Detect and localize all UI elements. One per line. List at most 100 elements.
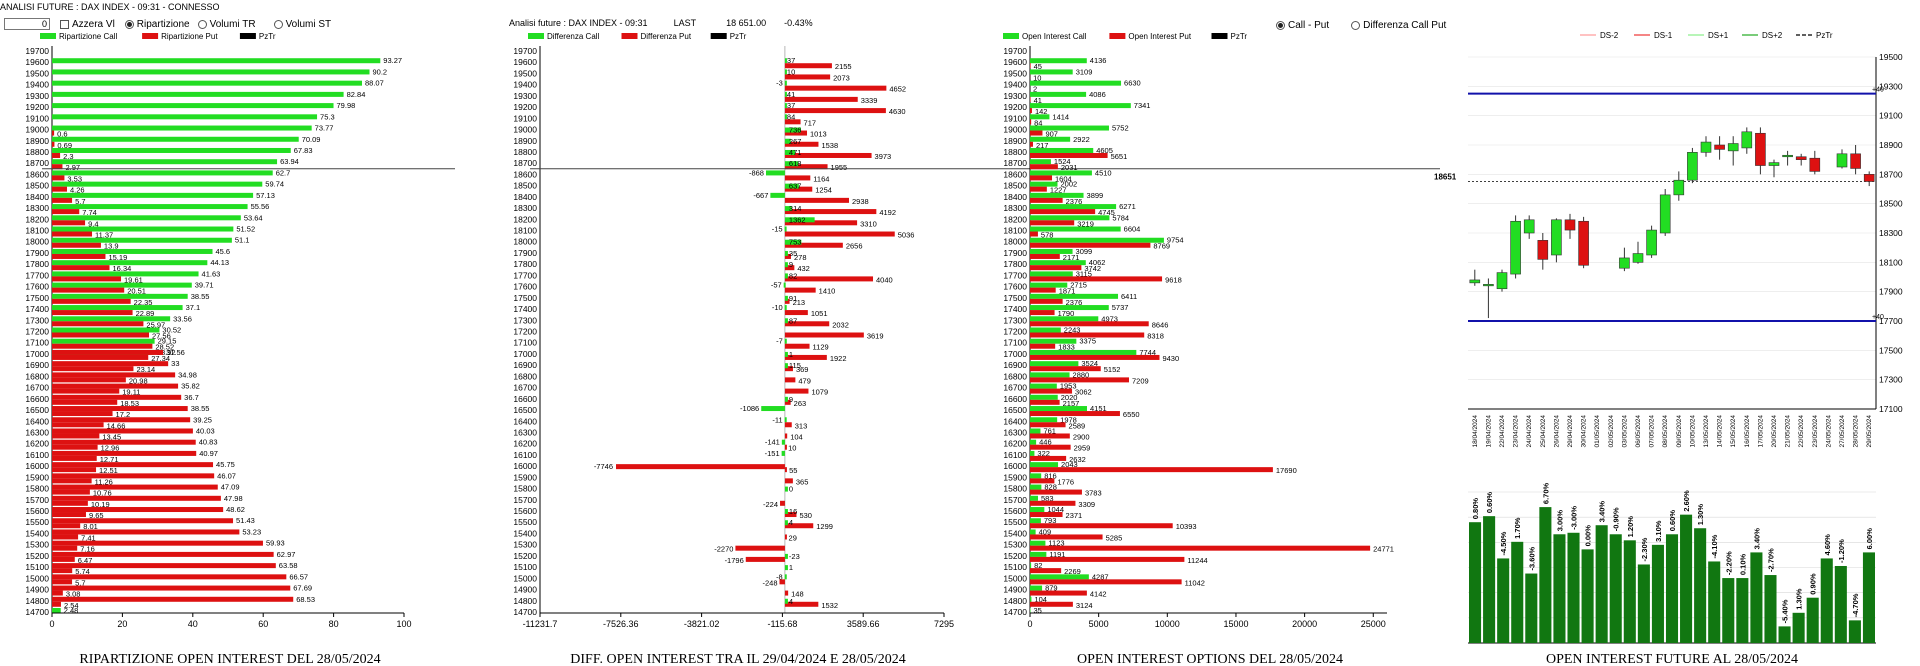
p2-strike-label: 17300	[513, 315, 537, 325]
p3-strike-label: 16200	[1003, 439, 1027, 449]
p1-strike-label: 17000	[25, 349, 49, 359]
p4-oi-change-label: 3.40%	[1598, 501, 1607, 523]
p3-put-bar	[1030, 500, 1076, 506]
p4-oi-change-label: -2.70%	[1766, 548, 1775, 572]
p4-date-label: 29/05/2024	[1866, 415, 1873, 448]
p3-call-value-label: 4287	[1092, 572, 1109, 581]
p1-share-bar	[52, 439, 196, 445]
p4-oi-change-bar	[1483, 516, 1496, 643]
p2-extra-bar	[784, 396, 788, 402]
p3-put-value-label: 1227	[1050, 186, 1067, 195]
p2-put-value-label: 2155	[835, 62, 852, 71]
p2-strike-label: 18400	[513, 192, 537, 202]
p1-put-bar	[52, 164, 63, 170]
p3-put-value-label: 41	[1034, 96, 1042, 105]
p1-call-value-label: 63.94	[280, 157, 299, 166]
p3-strike-label: 15800	[1003, 484, 1027, 494]
p1-put-bar	[52, 556, 75, 562]
p2-put-value-label: 29	[789, 533, 797, 542]
p3-put-bar	[1030, 130, 1043, 136]
p2-put-bar	[784, 332, 864, 338]
p4-y-tick-label: 17100	[1879, 404, 1903, 414]
p3-put-bar	[1030, 366, 1101, 372]
p1-share-value-label: 38.55	[191, 404, 210, 413]
p3-strike-label: 17600	[1003, 282, 1027, 292]
p2-put-bar	[784, 321, 830, 327]
p1-call-bar	[52, 80, 363, 86]
p2-strike-label: 17700	[513, 270, 537, 280]
p3-x-tick-label: 10000	[1155, 619, 1180, 629]
p1-call-value-label: 38.55	[191, 292, 210, 301]
p3-put-value-label: 84	[1034, 118, 1042, 127]
p3-strike-label: 18400	[1003, 192, 1027, 202]
p2-strike-label: 17800	[513, 259, 537, 269]
p1-call-value-label: 57.13	[256, 191, 275, 200]
p3-put-bar	[1030, 377, 1129, 383]
p1-put-value-label: 22.89	[136, 309, 155, 318]
p4-candle-body	[1673, 179, 1685, 196]
p2-strike-label: 14800	[513, 596, 537, 606]
p1-strike-label: 19000	[25, 125, 49, 135]
p1-call-bar	[52, 305, 183, 311]
p2-call-value-label: 41	[787, 90, 795, 99]
ripartizione-radio[interactable]	[124, 19, 134, 29]
p2-extra-value-label: 4	[789, 597, 793, 606]
p4-oi-change-bar	[1567, 532, 1580, 643]
p1-put-bar	[52, 455, 97, 461]
p1-put-value-label: 5.7	[75, 578, 85, 587]
value-input[interactable]: 0	[4, 18, 50, 30]
p3-call-value-label: 6604	[1124, 225, 1141, 234]
p3-put-value-label: 2	[1033, 85, 1037, 94]
p1-put-bar	[52, 500, 88, 506]
p2-put-value-label: 1129	[813, 343, 829, 352]
p2-put-bar	[784, 467, 787, 473]
p3-put-value-label: 1776	[1057, 477, 1074, 486]
p2-put-bar	[784, 534, 787, 540]
p3-put-value-label: 2269	[1064, 567, 1081, 576]
p2-put-value-label: 479	[798, 376, 811, 385]
p2-put-value-label: 2032	[832, 320, 849, 329]
p4-date-label: 19/04/2024	[1485, 415, 1492, 448]
p2-put-value-label: 313	[795, 421, 808, 430]
p2-put-value-label: 4630	[889, 107, 906, 116]
p2-put-bar	[784, 601, 819, 607]
p3-call-value-label: 4510	[1095, 168, 1112, 177]
p2-put-value-label: 3619	[867, 332, 884, 341]
p3-strike-label: 14900	[1003, 585, 1027, 595]
p3-call-bar	[1030, 103, 1131, 109]
p3-call-bar	[1030, 237, 1164, 243]
call-put-radio[interactable]	[1276, 21, 1285, 30]
p1-x-tick-label: 0	[49, 619, 54, 629]
p2-legend-swatch-1	[621, 33, 638, 39]
p2-strike-label: 19500	[513, 68, 537, 78]
p1-put-value-label: 20.98	[129, 376, 148, 385]
p1-strike-label: 14900	[25, 585, 49, 595]
p4-candle-body	[1510, 220, 1521, 275]
p1-put-bar	[52, 220, 86, 226]
p2-put-value-label: 55	[789, 466, 797, 475]
p1-x-tick-label: 80	[329, 619, 339, 629]
volumi-tr-radio[interactable]	[197, 19, 207, 29]
p3-call-value-label: 6411	[1121, 292, 1137, 301]
p3-legend-label-0: Open Interest Call	[1022, 32, 1087, 41]
p3-strike-label: 16400	[1003, 416, 1027, 426]
p1-put-value-label: 5.7	[75, 197, 85, 206]
azzera-checkbox[interactable]	[60, 19, 69, 29]
p2-extra-value-label: -7746	[594, 462, 613, 471]
p1-put-bar	[52, 523, 81, 529]
p3-put-value-label: 5651	[1111, 152, 1128, 161]
p3-call-bar	[1030, 540, 1046, 546]
p2-strike-label: 14700	[513, 607, 537, 617]
p4-oi-change-label: 4.60%	[1823, 534, 1832, 556]
p1-put-value-label: 22.35	[134, 298, 153, 307]
p3-strike-label: 16800	[1003, 371, 1027, 381]
volumi-st-radio[interactable]	[273, 19, 283, 29]
diff-call-put-radio[interactable]	[1351, 21, 1361, 30]
p1-put-bar	[52, 197, 73, 203]
p3-strike-label: 17500	[1003, 293, 1027, 303]
p1-share-value-label: 40.83	[199, 438, 218, 447]
p1-call-value-label: 75.3	[320, 112, 335, 121]
p3-call-bar	[1030, 58, 1087, 64]
p1-put-bar	[52, 209, 80, 215]
p3-strike-label: 17800	[1003, 259, 1027, 269]
